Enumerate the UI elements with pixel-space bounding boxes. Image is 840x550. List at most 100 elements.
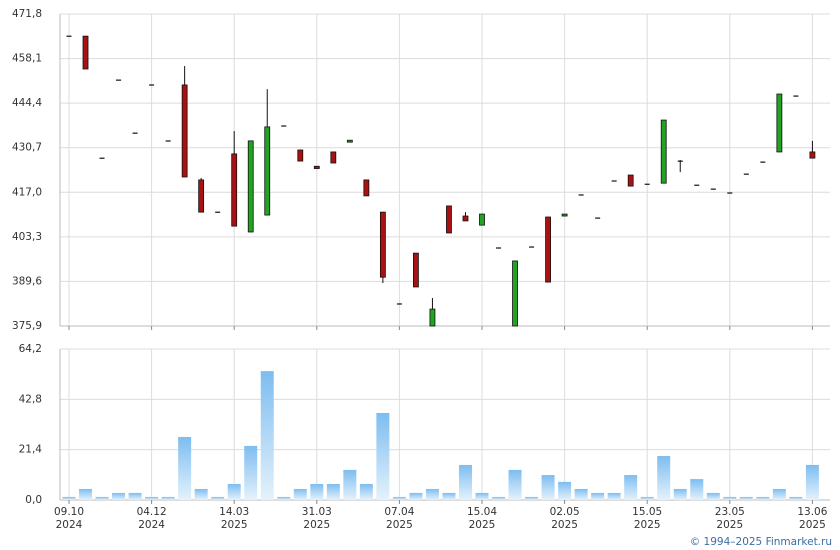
volume-bar (62, 496, 76, 500)
y-tick-label: 403,3 (12, 231, 42, 243)
volume-bar (805, 464, 819, 500)
candle-body (346, 139, 353, 143)
volume-bar (211, 496, 225, 500)
candle-body (313, 165, 320, 169)
volume-bar (145, 496, 159, 500)
x-tick-label: 04.12 (137, 506, 167, 518)
volume-bar (574, 488, 588, 500)
volume-bar (293, 488, 307, 500)
volume-bar (640, 496, 654, 500)
volume-bar (425, 488, 439, 500)
volume-bar (789, 496, 803, 500)
candle-body (82, 35, 89, 70)
candle-body (264, 126, 271, 216)
candle-body (165, 140, 171, 142)
candle-body (727, 192, 733, 194)
candle-body (379, 211, 386, 278)
candle-body (793, 95, 799, 97)
candle-body (627, 174, 634, 187)
candle-body (578, 194, 584, 196)
volume-bar (409, 492, 423, 500)
volume-bar (706, 492, 720, 500)
volume-bar (128, 492, 142, 500)
x-tick-label: 13.06 (797, 506, 827, 518)
candle-body (330, 151, 337, 164)
volume-bar (343, 469, 357, 500)
volume-bar (690, 479, 704, 500)
y-tick-label: 471,8 (12, 8, 42, 20)
y-tick-label: 375,9 (12, 320, 42, 332)
volume-bar (227, 484, 241, 500)
candle-body (809, 151, 816, 159)
volume-bar (194, 488, 208, 500)
candle-body (363, 179, 370, 197)
x-tick-year: 2024 (56, 519, 83, 531)
candle-body (66, 35, 72, 37)
candle-body (743, 173, 749, 175)
candle-body (512, 260, 518, 327)
candle-body (644, 183, 650, 185)
candle-body (198, 179, 205, 213)
grid-layer (59, 13, 830, 504)
candle-body (660, 119, 667, 184)
candle-body (181, 84, 188, 178)
candle-body (561, 213, 568, 217)
volume-bar (326, 484, 340, 500)
y-tick-label: 21,4 (19, 444, 43, 456)
volume-bar (277, 496, 291, 500)
x-tick-label: 15.04 (467, 506, 497, 518)
x-tick-year: 2025 (386, 519, 413, 531)
candle-body (149, 84, 155, 86)
volume-bar (244, 445, 258, 500)
volume-bar (607, 492, 621, 500)
credit: © 1994–2025 Finmarket.ru (690, 536, 832, 548)
y-tick-label: 430,7 (12, 142, 42, 154)
x-tick-label: 07.04 (384, 506, 414, 518)
volume-bar (492, 496, 506, 500)
volume-bar (541, 475, 555, 500)
x-tick-year: 2025 (221, 519, 248, 531)
volume-bar (739, 496, 753, 500)
candle-body (710, 188, 716, 190)
candle-body (446, 205, 452, 234)
x-tick-label: 09.10 (54, 506, 84, 518)
volume-bar (558, 481, 572, 500)
candle-body (231, 153, 238, 227)
volume-bar (112, 492, 126, 500)
candle-body (297, 149, 304, 162)
candle-body (677, 160, 683, 162)
x-tick-label: 23.05 (715, 506, 745, 518)
volume-bar (624, 475, 638, 500)
candle-body (429, 308, 436, 327)
candle-body (694, 184, 700, 186)
volume-bar (310, 484, 324, 500)
volume-bar (95, 496, 109, 500)
volume-bar (657, 456, 671, 500)
volume-bar (458, 464, 472, 500)
volume-bar (525, 496, 539, 500)
volume-bar (392, 496, 406, 500)
volume-bar (591, 492, 605, 500)
volume-bar (376, 412, 390, 500)
volume-bar (442, 492, 456, 500)
candle-body (247, 140, 254, 233)
y-tick-label: 42,8 (19, 393, 42, 405)
candle-body (496, 247, 502, 249)
candle-body (776, 93, 783, 153)
volume-bar (475, 492, 489, 500)
candle-body (413, 252, 419, 288)
candle-body (215, 211, 221, 213)
x-tick-year: 2025 (303, 519, 330, 531)
candle-body (479, 213, 485, 226)
x-tick-label: 31.03 (302, 506, 332, 518)
volume-bar (161, 496, 175, 500)
mark-layer (62, 35, 819, 500)
candle-body (595, 217, 601, 219)
candle-body (611, 180, 617, 182)
y-tick-label: 458,1 (12, 53, 42, 65)
volume-bar (178, 436, 192, 500)
y-tick-label: 0,0 (25, 494, 42, 506)
candle-body (116, 79, 122, 81)
volume-bar (772, 488, 786, 500)
